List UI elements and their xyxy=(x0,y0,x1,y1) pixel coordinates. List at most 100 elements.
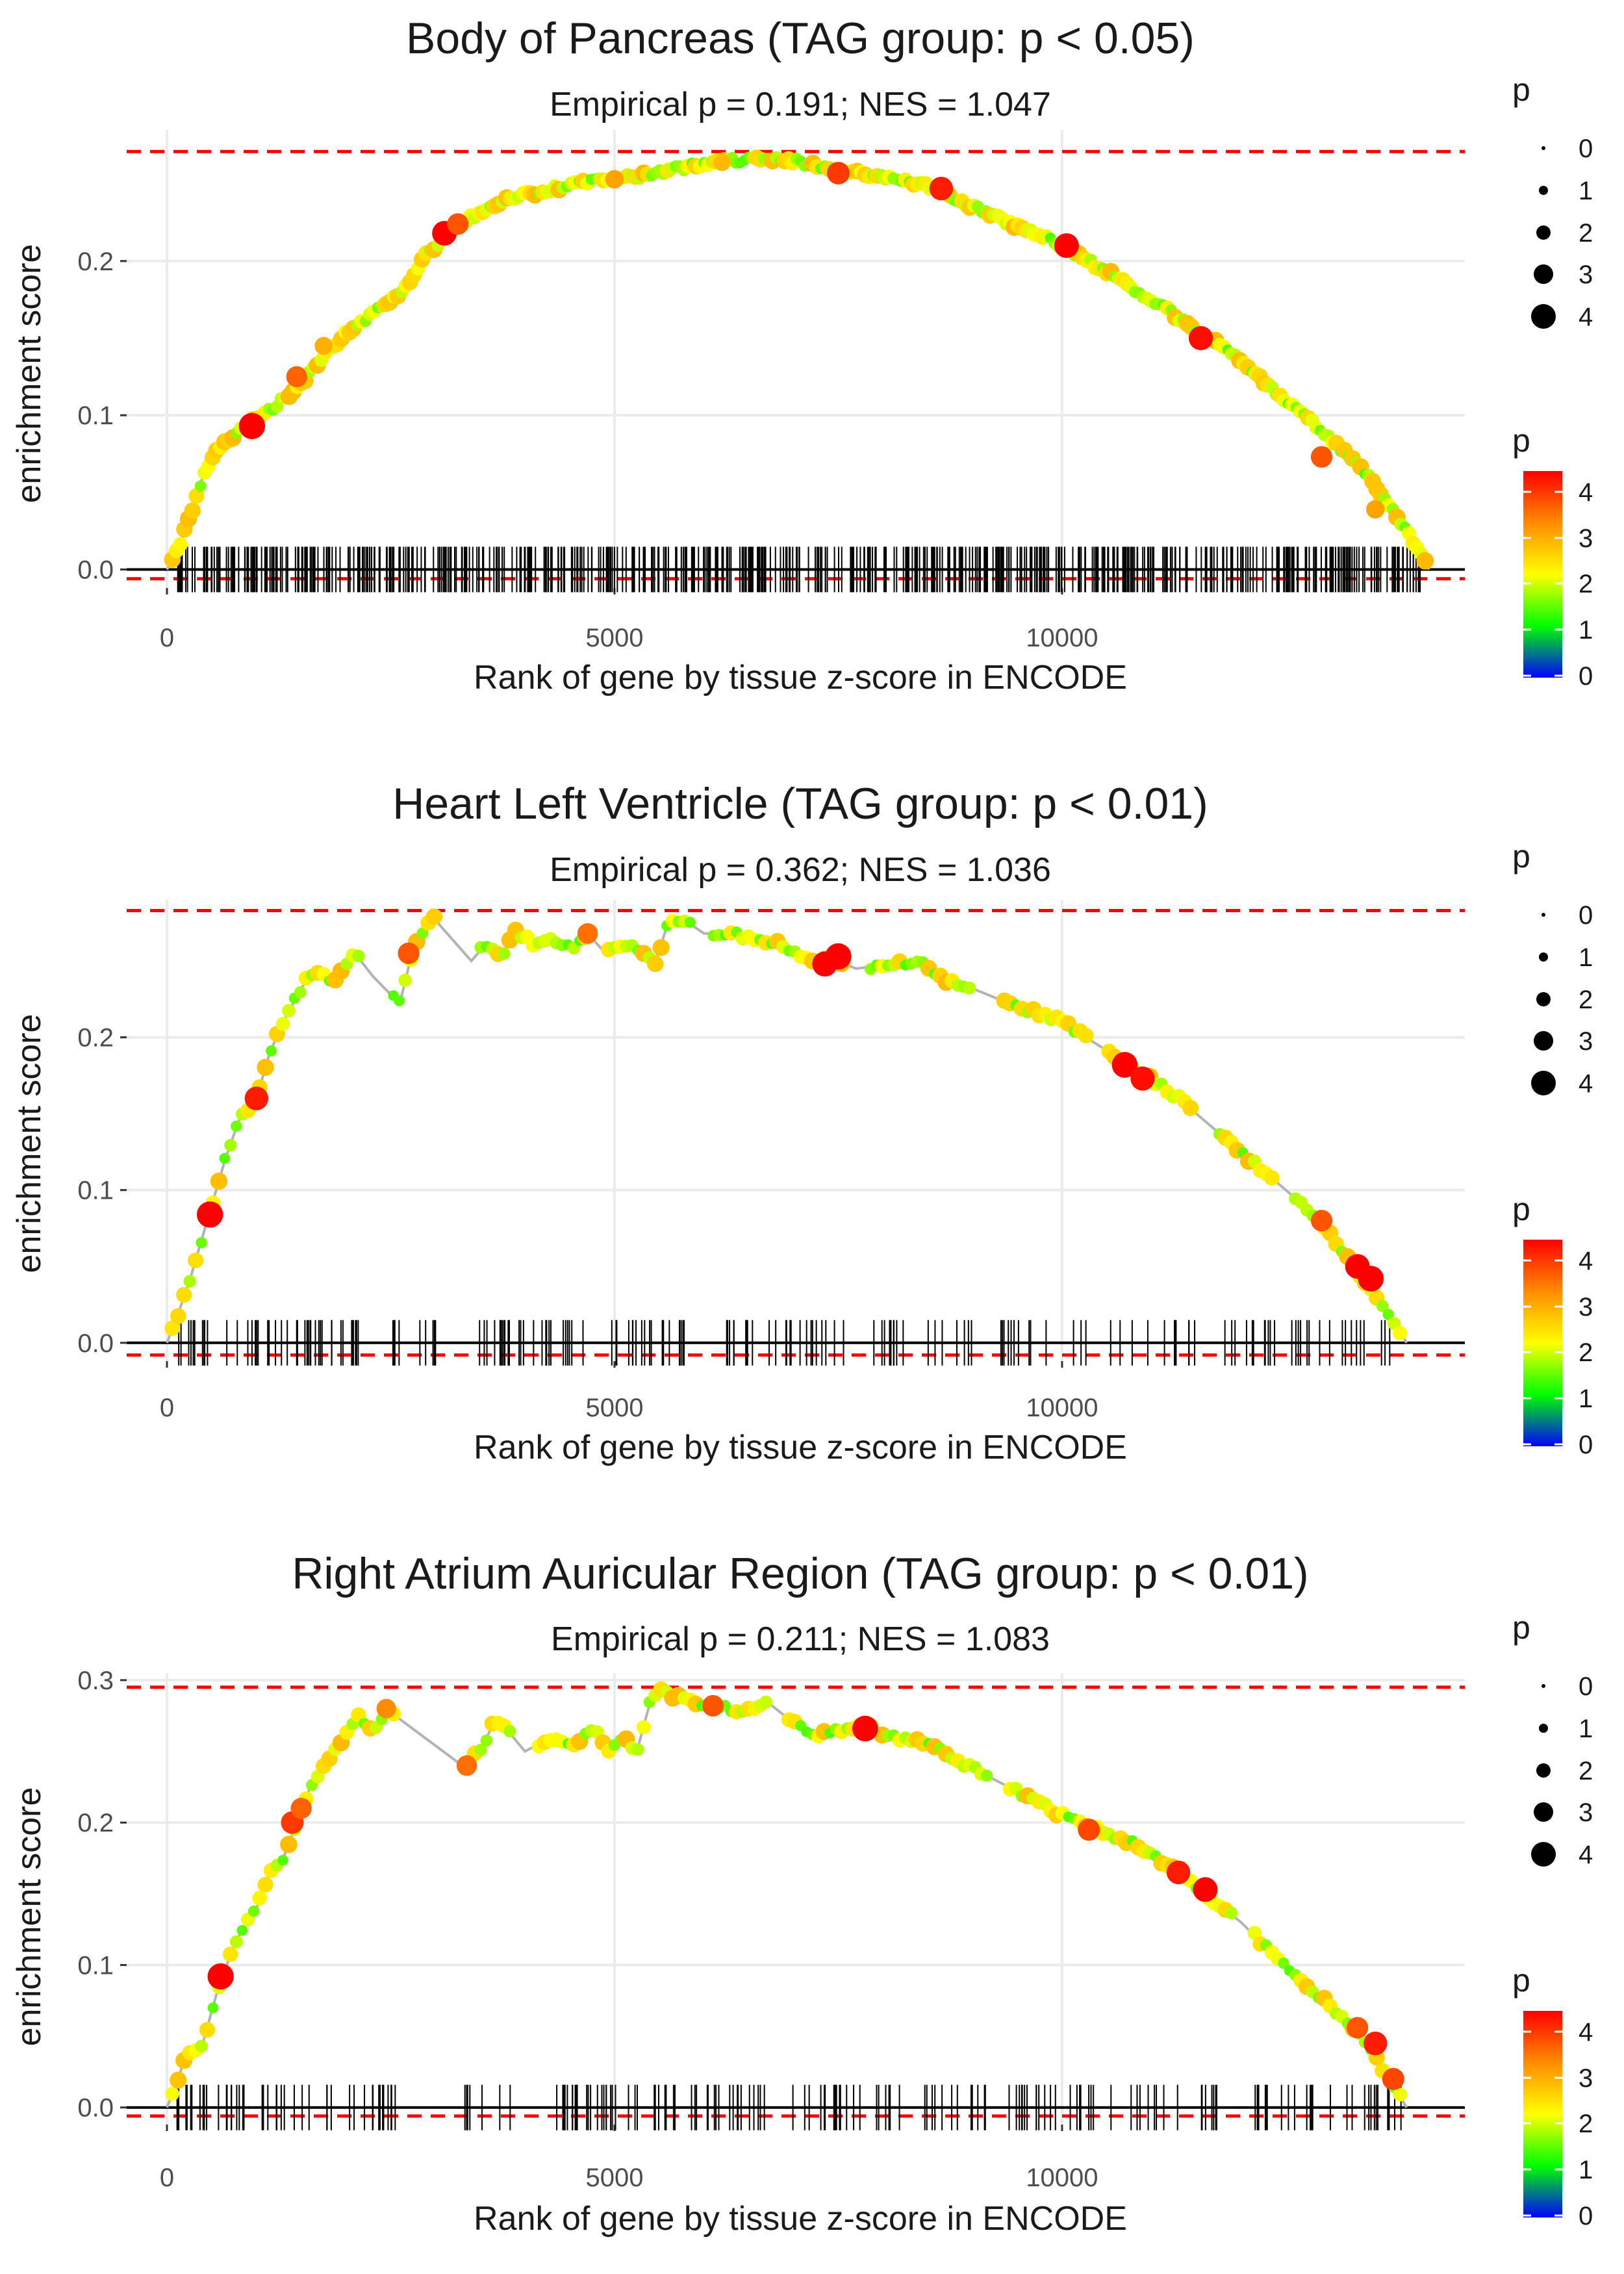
size-legend-dot-0 xyxy=(1542,146,1545,150)
size-legend-dot-3 xyxy=(1534,1802,1553,1822)
data-point xyxy=(652,939,670,956)
panel-3-x-tick-label: 5000 xyxy=(585,2164,643,2192)
highlight-point xyxy=(1347,2017,1369,2039)
data-point xyxy=(282,1004,296,1017)
color-legend-bar xyxy=(1523,2011,1562,2217)
data-point xyxy=(1382,1309,1394,1320)
panel-3-points xyxy=(165,1681,1407,2102)
panel-2: Heart Left Ventricle (TAG group: p < 0.0… xyxy=(10,779,1593,1466)
size-legend-dot-1 xyxy=(1539,186,1548,195)
size-legend-label-3: 3 xyxy=(1579,1027,1593,1056)
data-point xyxy=(196,1237,207,1249)
panel-1-points xyxy=(164,149,1434,570)
data-point xyxy=(1264,1170,1280,1186)
data-point xyxy=(247,1905,260,1917)
panel-1-color-legend: p 0 1 2 3 4 xyxy=(1512,422,1593,691)
panel-3-plot: 0 5000 10000 0.0 0.1 0.2 0.3 xyxy=(77,1667,1465,2192)
panel-3-enrichment-curve xyxy=(166,1688,1408,2108)
size-legend-label-4: 4 xyxy=(1579,303,1593,331)
size-legend-label-1: 1 xyxy=(1579,943,1593,972)
color-legend-label-0: 0 xyxy=(1579,662,1593,691)
highlight-point xyxy=(1130,1066,1155,1091)
data-point xyxy=(1416,552,1434,570)
color-legend-label-0: 0 xyxy=(1579,2202,1593,2230)
highlight-point xyxy=(827,162,850,185)
data-point xyxy=(981,1769,993,1782)
data-point xyxy=(231,1120,242,1132)
highlight-point xyxy=(1111,1052,1138,1078)
panel-1-x-tick-label: 5000 xyxy=(585,624,643,652)
size-legend-label-2: 2 xyxy=(1579,986,1593,1014)
highlight-point xyxy=(1366,500,1385,519)
panel-3-x-axis-label: Rank of gene by tissue z-score in ENCODE xyxy=(474,2200,1127,2238)
data-point xyxy=(352,949,365,963)
highlight-point xyxy=(286,366,308,387)
color-legend-label-0: 0 xyxy=(1579,1431,1593,1459)
size-legend-label-4: 4 xyxy=(1579,1069,1593,1098)
data-point xyxy=(195,2039,208,2053)
panel-3-size-legend-title: p xyxy=(1512,1609,1530,1646)
panel-1-plot: 0 5000 10000 0.0 0.1 0.2 xyxy=(77,130,1465,652)
size-legend-label-3: 3 xyxy=(1579,1798,1593,1827)
color-legend-bar xyxy=(1523,1240,1562,1446)
size-legend-label-3: 3 xyxy=(1579,261,1593,289)
panel-1-color-legend-title: p xyxy=(1512,422,1530,459)
data-point xyxy=(164,1320,181,1336)
size-legend-dot-4 xyxy=(1531,1071,1556,1095)
highlight-point xyxy=(238,413,266,439)
size-legend-label-1: 1 xyxy=(1579,177,1593,205)
data-point xyxy=(165,2086,180,2101)
data-point xyxy=(636,1720,651,1735)
panel-2-x-tick-label: 5000 xyxy=(585,1394,643,1422)
panel-2-y-tick-label: 0.2 xyxy=(77,1024,114,1053)
highlight-point xyxy=(1382,2067,1404,2090)
data-point xyxy=(219,1153,231,1164)
size-legend-dot-4 xyxy=(1531,304,1556,329)
color-legend-label-4: 4 xyxy=(1579,1247,1593,1275)
data-point xyxy=(1393,2088,1407,2102)
highlight-point xyxy=(577,923,598,944)
panel-2-x-axis-label: Rank of gene by tissue z-score in ENCODE xyxy=(474,1429,1127,1466)
panel-3-y-tick-label: 0.0 xyxy=(77,2094,114,2123)
panel-2-size-legend-title: p xyxy=(1512,838,1530,875)
size-legend-label-0: 0 xyxy=(1579,134,1593,163)
panel-3-title: Right Atrium Auricular Region (TAG group… xyxy=(292,1549,1308,1598)
panel-3: Right Atrium Auricular Region (TAG group… xyxy=(10,1549,1593,2238)
data-point xyxy=(480,1734,493,1747)
size-legend-dot-2 xyxy=(1536,1763,1551,1778)
data-point xyxy=(631,1743,644,1756)
color-legend-label-4: 4 xyxy=(1579,2018,1593,2047)
highlight-point xyxy=(447,213,469,235)
panel-2-x-tick-label: 0 xyxy=(160,1394,174,1422)
data-point xyxy=(222,1946,238,1962)
data-point xyxy=(275,1017,290,1031)
highlight-point xyxy=(1188,326,1213,351)
highlight-point xyxy=(456,1755,477,1776)
panel-1-x-tick-label: 0 xyxy=(160,624,174,652)
highlight-point xyxy=(1364,2031,1388,2056)
panel-1-y-tick-label: 0.1 xyxy=(77,402,114,430)
panel-2-color-legend-title: p xyxy=(1512,1191,1530,1227)
panel-3-y-tick-label: 0.3 xyxy=(77,1667,114,1695)
highlight-point xyxy=(929,177,954,201)
color-legend-label-1: 1 xyxy=(1579,2156,1593,2184)
data-point xyxy=(684,917,696,928)
size-legend-label-2: 2 xyxy=(1579,1757,1593,1785)
highlight-point xyxy=(825,943,852,970)
data-point xyxy=(1224,1906,1238,1920)
panel-2-subtitle: Empirical p = 0.362; NES = 1.036 xyxy=(550,851,1051,889)
panel-2-points xyxy=(164,908,1408,1340)
highlight-point xyxy=(376,1698,396,1718)
size-legend-dot-0 xyxy=(1542,913,1545,917)
size-legend-dot-2 xyxy=(1536,992,1551,1006)
highlight-point xyxy=(605,170,624,189)
panel-3-y-tick-label: 0.2 xyxy=(77,1809,114,1837)
data-point xyxy=(277,1854,288,1866)
highlight-point xyxy=(244,1086,268,1110)
data-point xyxy=(170,1308,186,1325)
data-point xyxy=(187,1252,204,1269)
panel-3-size-legend: p 0 1 2 3 4 xyxy=(1512,1609,1593,1869)
panel-1-size-legend: p 0 1 2 3 4 xyxy=(1512,71,1593,331)
data-point xyxy=(229,1935,243,1948)
color-legend-label-1: 1 xyxy=(1579,616,1593,645)
